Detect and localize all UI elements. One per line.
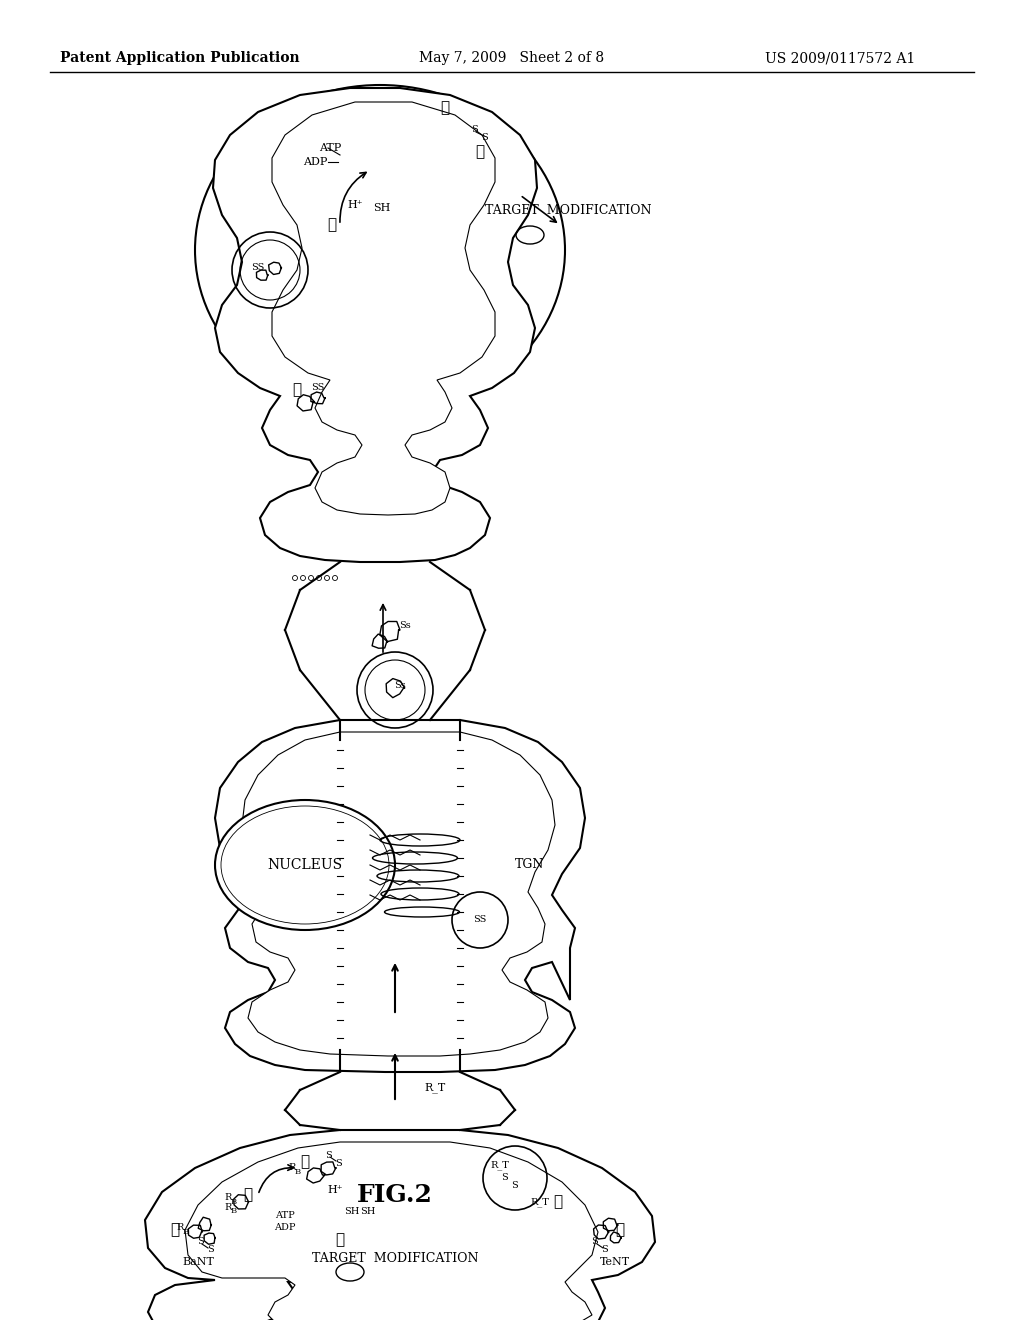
Text: B: B	[183, 1228, 189, 1236]
Text: BaNT: BaNT	[182, 1257, 214, 1267]
Text: ④: ④	[336, 1233, 344, 1247]
Text: SS: SS	[311, 384, 325, 392]
Polygon shape	[272, 102, 495, 515]
Text: SH: SH	[360, 1208, 376, 1217]
Ellipse shape	[215, 800, 395, 931]
Text: R_T: R_T	[530, 1197, 550, 1206]
Text: TARGET  MODIFICATION: TARGET MODIFICATION	[484, 203, 651, 216]
Text: B: B	[231, 1199, 238, 1206]
Text: S: S	[472, 125, 478, 135]
Text: ③: ③	[300, 1155, 309, 1170]
Text: S: S	[325, 1151, 332, 1159]
Text: ADP: ADP	[274, 1224, 296, 1233]
Text: S: S	[592, 1238, 598, 1246]
Text: S: S	[602, 1246, 608, 1254]
Ellipse shape	[195, 84, 565, 414]
Text: NUCLEUS: NUCLEUS	[267, 858, 343, 873]
Text: S: S	[335, 1159, 341, 1167]
Text: Ss: Ss	[399, 620, 411, 630]
Text: SH: SH	[374, 203, 391, 213]
Text: TGN: TGN	[515, 858, 545, 871]
Text: S: S	[197, 1238, 204, 1246]
Text: ADP: ADP	[303, 157, 328, 168]
Text: TeNT: TeNT	[600, 1257, 630, 1267]
Ellipse shape	[221, 807, 389, 924]
Polygon shape	[145, 1130, 655, 1320]
Text: R: R	[289, 1163, 296, 1172]
Text: ①: ①	[170, 1224, 179, 1237]
Text: ④: ④	[475, 145, 484, 158]
Text: US 2009/0117572 A1: US 2009/0117572 A1	[765, 51, 915, 65]
Polygon shape	[242, 733, 555, 1056]
Text: R: R	[224, 1203, 231, 1212]
Text: R_T: R_T	[490, 1160, 509, 1170]
Text: TARGET  MODIFICATION: TARGET MODIFICATION	[311, 1251, 478, 1265]
Text: ①: ①	[293, 383, 301, 397]
Text: Ss: Ss	[394, 681, 406, 689]
Text: FIG.2: FIG.2	[357, 1183, 433, 1206]
Polygon shape	[213, 88, 537, 562]
Text: Patent Application Publication: Patent Application Publication	[60, 51, 300, 65]
Polygon shape	[185, 1142, 598, 1320]
Text: ①: ①	[615, 1224, 625, 1237]
Text: R: R	[224, 1193, 231, 1203]
Text: ATP: ATP	[275, 1210, 295, 1220]
Text: ATP: ATP	[318, 143, 341, 153]
Text: S: S	[207, 1246, 213, 1254]
Text: S: S	[502, 1173, 508, 1183]
Text: May 7, 2009   Sheet 2 of 8: May 7, 2009 Sheet 2 of 8	[420, 51, 604, 65]
Text: ②: ②	[328, 218, 337, 232]
Text: ③: ③	[440, 102, 450, 115]
Text: S: S	[512, 1181, 518, 1191]
Text: SS: SS	[251, 264, 264, 272]
Text: ②: ②	[553, 1195, 562, 1209]
Text: B: B	[295, 1168, 301, 1176]
Text: B: B	[231, 1206, 238, 1214]
Text: R_T: R_T	[424, 1082, 445, 1093]
Text: R: R	[176, 1224, 183, 1233]
Text: SH: SH	[344, 1208, 359, 1217]
Text: H⁺: H⁺	[328, 1185, 343, 1195]
Polygon shape	[215, 719, 585, 1072]
Text: ②: ②	[244, 1188, 253, 1203]
Text: SS: SS	[473, 916, 486, 924]
Text: H⁺: H⁺	[347, 201, 362, 210]
Text: S: S	[481, 133, 488, 143]
